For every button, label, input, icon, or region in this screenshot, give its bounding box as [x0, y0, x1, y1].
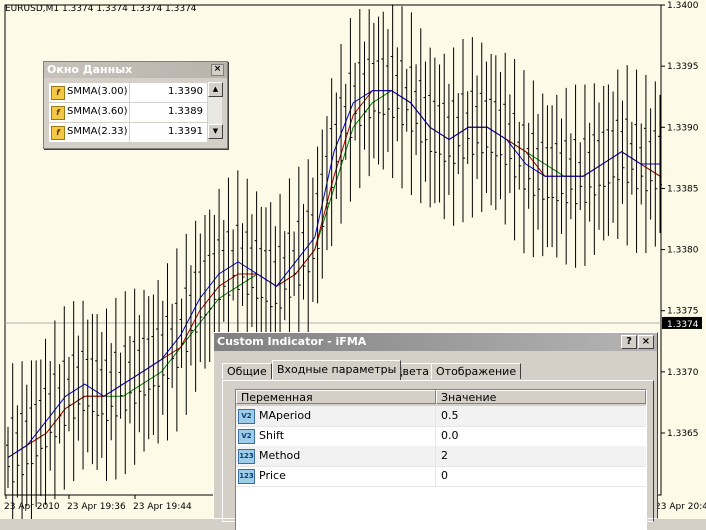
data-window-row: f SMMA(2.33) 1.3391 [49, 123, 207, 143]
chart-title: EURUSD,M1 1.3374 1.3374 1.3374 1.3374 [5, 4, 197, 14]
y-tick-label: 1.3395 [667, 62, 699, 72]
table-row[interactable]: 123 Method 2 [236, 446, 646, 467]
parameters-table[interactable]: Переменная Значение V2 MAperiod 0.5 V2 S… [235, 389, 647, 530]
y-tick-label: 1.3370 [667, 368, 699, 378]
scroll-up-icon[interactable]: ▲ [208, 82, 223, 97]
y-tick-label: 1.3400 [667, 1, 699, 11]
data-window-scrollbar[interactable]: ▲ ▼ [207, 82, 223, 139]
series-line [7, 90, 660, 458]
data-window-row: f SMMA(3.00) 1.3390 [49, 83, 207, 103]
data-window-titlebar[interactable]: Окно Данных × [44, 62, 227, 78]
indicator-value: 1.3390 [168, 86, 203, 97]
help-button[interactable]: ? [621, 335, 637, 349]
tab-input-parameters[interactable]: Входные параметры [272, 360, 402, 380]
x-tick-label: 23 Apr 2010 [4, 502, 60, 512]
param-name: Price [259, 469, 286, 482]
tab-display[interactable]: Отображение [431, 363, 522, 379]
indicator-icon: f [51, 106, 65, 120]
table-row[interactable]: V2 MAperiod 0.5 [236, 406, 646, 427]
tab-general[interactable]: Общие [222, 363, 272, 379]
y-tick-label: 1.3375 [667, 307, 699, 317]
dialog-title: Custom Indicator - iFMA [217, 335, 367, 348]
x-tick-label: 23 Apr 20:48 [655, 502, 706, 512]
current-price-marker [662, 316, 702, 329]
indicator-name: SMMA(3.60) [67, 106, 128, 117]
param-name: Method [259, 449, 301, 462]
param-value[interactable]: 0.5 [441, 409, 459, 422]
table-row[interactable]: 123 Price 0 [236, 466, 646, 487]
double-type-icon: V2 [238, 429, 255, 444]
indicator-value: 1.3391 [168, 126, 203, 137]
scroll-down-icon[interactable]: ▼ [208, 124, 223, 139]
column-divider [435, 426, 436, 446]
column-divider [129, 83, 130, 102]
param-value[interactable]: 0.0 [441, 429, 459, 442]
column-divider [435, 446, 436, 466]
table-header: Переменная Значение [236, 390, 646, 406]
series-line [7, 90, 661, 458]
param-value[interactable]: 0 [441, 469, 448, 482]
data-window-title: Окно Данных [47, 63, 133, 76]
close-icon[interactable]: × [211, 64, 224, 76]
current-price-label: 1.3374 [667, 320, 699, 330]
param-value[interactable]: 2 [441, 449, 448, 462]
integer-type-icon: 123 [238, 449, 255, 464]
column-divider [129, 123, 130, 142]
dialog-titlebar[interactable]: Custom Indicator - iFMA ? × [214, 333, 657, 351]
chart-canvas[interactable]: 1.3374 1.3400 1.3395 1.3390 1.3385 1.3380 1.33… [0, 0, 706, 519]
indicator-name: SMMA(3.00) [67, 86, 128, 97]
y-tick-label: 1.3365 [667, 429, 699, 439]
column-divider [129, 103, 130, 122]
x-tick-label: 23 Apr 19:44 [133, 502, 192, 512]
param-name: Shift [259, 429, 285, 442]
x-tick-label: 23 Apr 19:36 [67, 502, 126, 512]
column-header-value[interactable]: Значение [436, 390, 646, 404]
indicator-name: SMMA(2.33) [67, 126, 128, 137]
column-divider [435, 466, 436, 486]
tab-panel: Переменная Значение V2 MAperiod 0.5 V2 S… [222, 380, 654, 530]
indicator-icon: f [51, 126, 65, 140]
indicator-icon: f [51, 86, 65, 100]
indicator-value: 1.3389 [168, 106, 203, 117]
param-name: MAperiod [259, 409, 312, 422]
data-window-row: f SMMA(3.60) 1.3389 [49, 103, 207, 123]
y-tick-label: 1.3390 [667, 123, 699, 133]
y-tick-label: 1.3380 [667, 246, 699, 256]
y-tick-label: 1.3385 [667, 184, 699, 194]
custom-indicator-dialog[interactable]: Custom Indicator - iFMA ? × Общие Входны… [213, 332, 658, 530]
double-type-icon: V2 [238, 409, 255, 424]
data-window[interactable]: Окно Данных × f SMMA(3.00) 1.3390 f SMMA… [43, 61, 228, 149]
column-header-variable[interactable]: Переменная [236, 390, 436, 404]
column-divider [435, 406, 436, 426]
table-row[interactable]: V2 Shift 0.0 [236, 426, 646, 447]
integer-type-icon: 123 [238, 469, 255, 484]
close-button[interactable]: × [638, 335, 654, 349]
